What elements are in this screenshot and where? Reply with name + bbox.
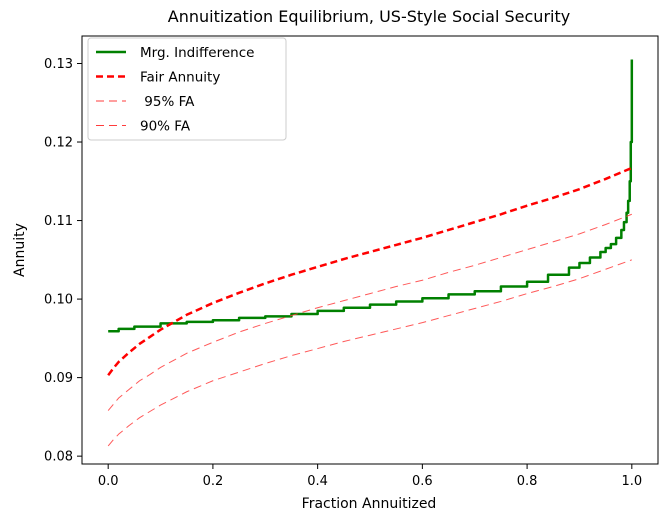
plot-frame (81, 35, 659, 465)
x-tick-label: 0.0 (98, 474, 119, 489)
x-axis-label: Fraction Annuitized (302, 496, 437, 512)
y-tick-label: 0.11 (44, 214, 73, 229)
x-tick-label: 0.6 (412, 474, 433, 489)
y-tick-label: 0.10 (44, 293, 73, 308)
legend-label: Fair Annuity (140, 70, 220, 86)
y-tick-label: 0.08 (44, 450, 73, 465)
x-axis: 0.0 0.2 0.4 0.6 0.8 1.0 (98, 464, 642, 489)
series-group (107, 59, 634, 447)
x-tick-label: 0.4 (307, 474, 328, 489)
x-tick-label: 0.2 (203, 474, 224, 489)
legend-label: Mrg. Indifference (140, 45, 254, 61)
chart-title: Annuitization Equilibrium, US-Style Soci… (168, 7, 570, 26)
y-tick-label: 0.09 (44, 371, 73, 386)
series-line-1 (107, 166, 633, 377)
y-tick-label: 0.12 (44, 136, 73, 151)
legend-box (87, 37, 287, 141)
series-line-3 (107, 259, 632, 447)
series-line-0 (108, 59, 634, 333)
y-axis-label: Annuity (12, 223, 28, 277)
legend-label: 90% FA (140, 119, 191, 135)
x-tick-label: 0.8 (517, 474, 538, 489)
y-tick-label: 0.13 (44, 57, 73, 72)
legend: Mrg. Indifference Fair Annuity 95% FA 90% … (87, 37, 287, 141)
series-line-2 (107, 213, 632, 411)
legend-label: 95% FA (140, 94, 195, 110)
x-tick-label: 1.0 (621, 474, 642, 489)
y-axis: 0.08 0.09 0.10 0.11 0.12 0.13 (44, 57, 82, 465)
